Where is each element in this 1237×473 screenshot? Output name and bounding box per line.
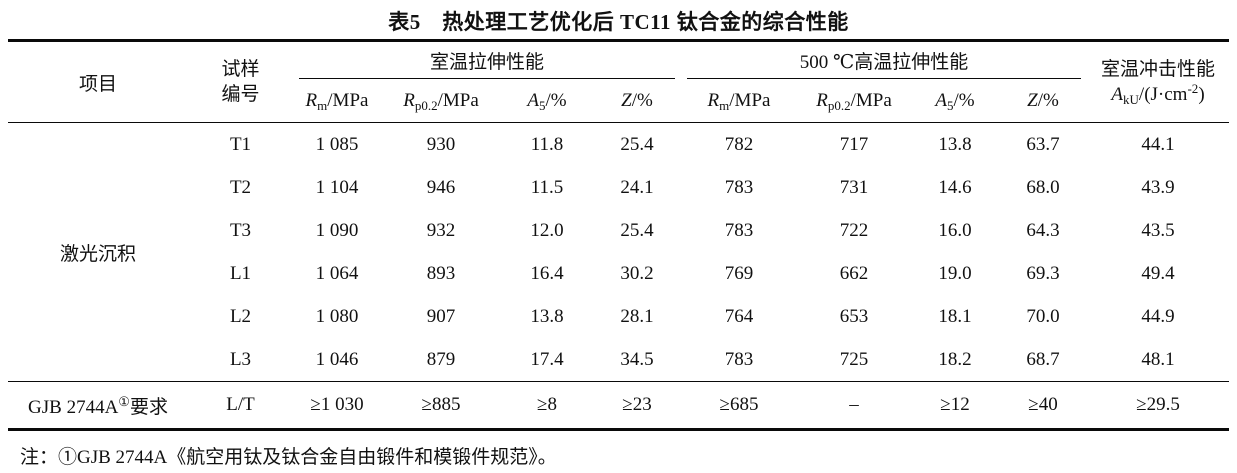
footnote-marker: ① (118, 393, 130, 409)
table-cell: 12.0 (530, 219, 564, 241)
table-cell: 930 (426, 133, 456, 155)
paper-table-figure: 表5 热处理工艺优化后 TC11 钛合金的综合性能 项目 试样 编号 室温拉伸性… (0, 7, 1237, 473)
table-cell: 879 (426, 348, 456, 370)
table-cell: 893 (426, 262, 456, 284)
table-cell: 722 (839, 219, 869, 241)
table-title: 表5 热处理工艺优化后 TC11 钛合金的综合性能 (388, 10, 849, 34)
table-cell: 48.1 (1141, 348, 1175, 370)
table-cell: 69.3 (1026, 262, 1060, 284)
table-cell: 653 (839, 305, 869, 327)
table-cell: 64.3 (1026, 219, 1060, 241)
table-cell: 1 046 (315, 348, 359, 370)
table-cell: 932 (426, 219, 456, 241)
table-cell: 25.4 (620, 219, 654, 241)
col-header-rm-ht: Rm/MPa (707, 89, 771, 113)
table-cell: 28.1 (620, 305, 654, 327)
table-cell: 783 (724, 219, 754, 241)
table-footnote: 注：①GJB 2744A《航空用钛及钛合金自由锻件和模锻件规范》。 (20, 447, 557, 468)
table-cell: 764 (724, 305, 754, 327)
table-cell: 44.1 (1141, 133, 1175, 155)
table-cell: 13.8 (530, 305, 564, 327)
row-id: L1 (229, 262, 252, 284)
table-cell: ≥8 (537, 394, 557, 415)
table-cell: 44.9 (1141, 305, 1175, 327)
table-cell: ≥1 030 (310, 394, 364, 415)
col-header-item: 项目 (78, 73, 117, 95)
table-cell: ≥12 (940, 394, 970, 415)
requirement-label: GJB 2744A①要求 (28, 393, 168, 418)
row-id: L/T (226, 394, 255, 415)
row-id: L3 (229, 348, 252, 370)
impact-header-title: 室温冲击性能 (1101, 59, 1216, 80)
table-cell: ≥23 (622, 394, 652, 415)
table-cell: 1 090 (315, 219, 359, 241)
table-row: L1 1 064 893 16.4 30.2 769 662 19.0 69.3… (8, 252, 1229, 295)
table-row: L3 1 046 879 17.4 34.5 783 725 18.2 68.7… (8, 338, 1229, 382)
table-cell: 907 (426, 305, 456, 327)
table-cell: 43.5 (1141, 219, 1175, 241)
table-cell: 19.0 (938, 262, 972, 284)
table-cell: 11.8 (530, 133, 564, 155)
table-cell: 70.0 (1026, 305, 1060, 327)
impact-header-symbol: AkU/(J·cm-2) (1111, 81, 1205, 107)
table-cell: 946 (426, 176, 456, 198)
row-id: T1 (229, 133, 252, 155)
table-cell: 662 (839, 262, 869, 284)
table-row: 激光沉积 T1 1 085 930 11.8 25.4 782 717 13.8… (8, 123, 1229, 265)
table-cell: ≥885 (421, 394, 461, 415)
table-cell: 725 (839, 348, 869, 370)
row-id: L2 (229, 305, 252, 327)
col-header-rm-rt: Rm/MPa (305, 89, 369, 113)
table-row: T2 1 104 946 11.5 24.1 783 731 14.6 68.0… (8, 166, 1229, 209)
table-cell: 16.0 (938, 219, 972, 241)
table-row: L2 1 080 907 13.8 28.1 764 653 18.1 70.0… (8, 295, 1229, 338)
table-cell: ≥685 (719, 394, 759, 415)
table-cell: 717 (839, 133, 869, 155)
table-cell: 68.0 (1026, 176, 1060, 198)
table-cell: 1 104 (315, 176, 359, 198)
table-cell: 1 085 (315, 133, 359, 155)
col-header-a5-ht: A5/% (935, 89, 975, 113)
table-cell: 68.7 (1026, 348, 1060, 370)
table-cell: 24.1 (620, 176, 654, 198)
col-header-impact: 室温冲击性能 AkU/(J·cm-2) (1087, 41, 1229, 123)
table-cell: 1 064 (315, 262, 359, 284)
row-id: T3 (229, 219, 252, 241)
table-cell: 783 (724, 348, 754, 370)
table-cell: 17.4 (530, 348, 564, 370)
table-cell: 49.4 (1141, 262, 1175, 284)
table-cell: 14.6 (938, 176, 972, 198)
col-header-rp02-ht: Rp0.2/MPa (816, 89, 892, 113)
table-cell: 13.8 (938, 133, 972, 155)
table-cell: 16.4 (530, 262, 564, 284)
properties-table: 项目 试样 编号 室温拉伸性能 500 ℃高温拉伸性能 室温冲击性能 AkU/(… (8, 39, 1230, 431)
table-cell: – (849, 394, 859, 415)
row-id: T2 (229, 176, 252, 198)
table-cell: 18.1 (938, 305, 972, 327)
table-cell: 25.4 (620, 133, 654, 155)
col-header-z-ht: Z/% (1027, 89, 1059, 111)
table-cell: 769 (724, 262, 754, 284)
item-label-laser-deposition: 激光沉积 (59, 243, 136, 265)
col-header-rp02-rt: Rp0.2/MPa (403, 89, 479, 113)
col-header-sample-no: 试样 编号 (221, 59, 260, 105)
table-cell: 731 (839, 176, 869, 198)
table-row: T3 1 090 932 12.0 25.4 783 722 16.0 64.3… (8, 209, 1229, 252)
table-cell: 1 080 (315, 305, 359, 327)
table-cell: 11.5 (530, 176, 564, 198)
table-cell: 30.2 (620, 262, 654, 284)
col-header-a5-rt: A5/% (527, 89, 567, 113)
table-cell: 782 (724, 133, 754, 155)
table-cell: 34.5 (620, 348, 654, 370)
table-cell: 43.9 (1141, 176, 1175, 198)
table-cell: ≥29.5 (1136, 394, 1180, 415)
group-header-room-temp-tensile: 室温拉伸性能 (293, 41, 681, 80)
requirement-row: GJB 2744A①要求 L/T ≥1 030 ≥885 ≥8 ≥23 ≥685… (8, 382, 1229, 430)
table-cell: ≥40 (1028, 394, 1058, 415)
col-header-z-rt: Z/% (621, 89, 653, 111)
group-header-500c-tensile: 500 ℃高温拉伸性能 (681, 41, 1087, 80)
table-cell: 18.2 (938, 348, 972, 370)
table-cell: 63.7 (1026, 133, 1060, 155)
table-cell: 783 (724, 176, 754, 198)
